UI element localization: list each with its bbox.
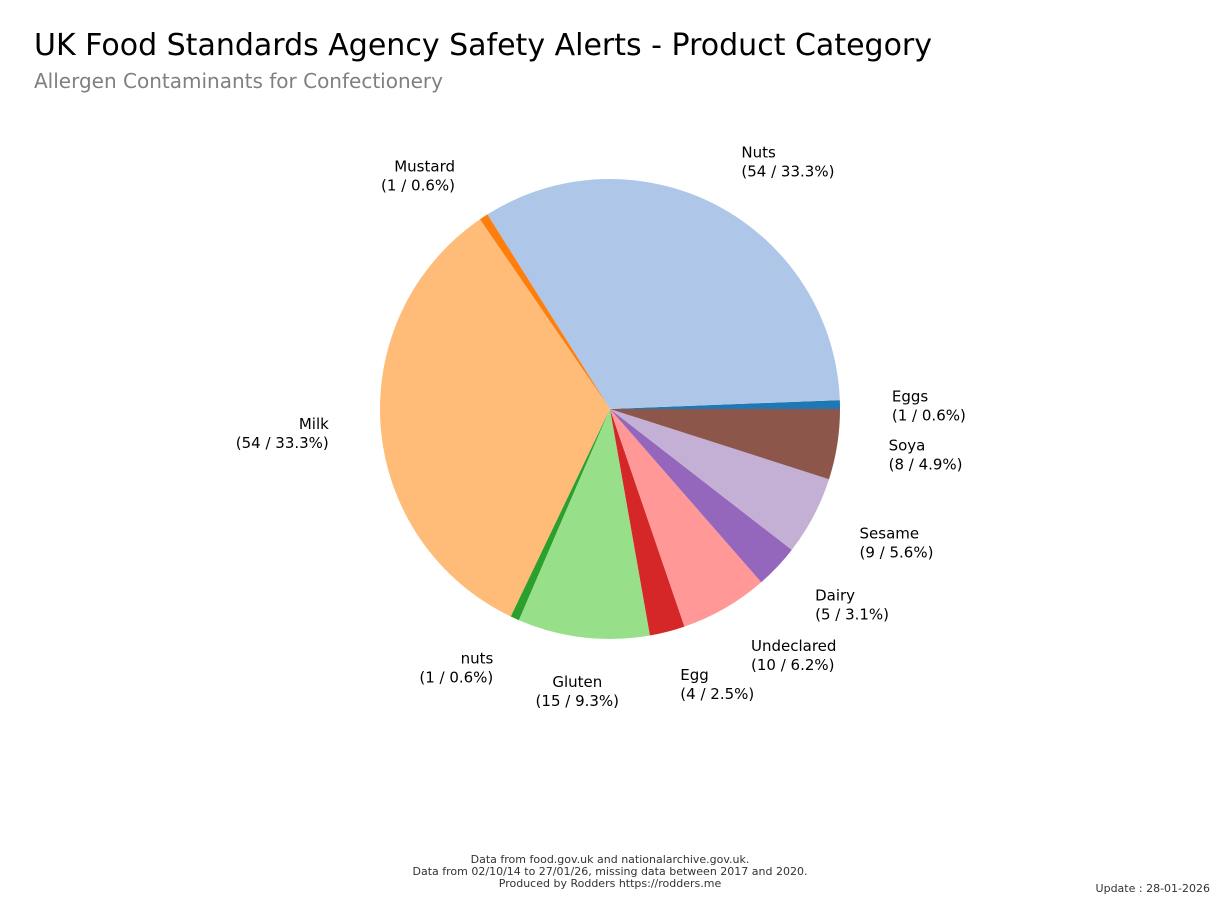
pie-label-eggs: Eggs (1 / 0.6%) xyxy=(892,388,966,425)
pie-slices xyxy=(379,178,840,640)
pie-label-milk: Milk (54 / 33.3%) xyxy=(236,415,329,452)
footer-line-credit: Produced by Rodders https://rodders.me xyxy=(498,877,722,890)
footer-line-range: Data from 02/10/14 to 27/01/26, missing … xyxy=(412,865,808,878)
pie-slice-undeclared xyxy=(610,409,762,627)
pie-label-gluten: Gluten (15 / 9.3%) xyxy=(536,673,620,710)
pie-slice-eggs xyxy=(610,400,840,409)
update-date: Update : 28-01-2026 xyxy=(1095,882,1210,895)
pie-labels: Eggs (1 / 0.6%)Nuts (54 / 33.3%)Mustard (1 … xyxy=(236,144,966,711)
footer-notes: Data from food.gov.uk and nationalarchiv… xyxy=(0,854,1220,890)
pie-label-name: Soya xyxy=(889,437,926,455)
pie-label-value: (15 / 9.3%) xyxy=(536,692,620,710)
pie-label-sesame: Sesame (9 / 5.6%) xyxy=(860,524,934,561)
pie-label-soya: Soya (8 / 4.9%) xyxy=(889,437,963,474)
pie-label-value: (54 / 33.3%) xyxy=(236,434,329,452)
pie-label-value: (54 / 33.3%) xyxy=(741,163,834,181)
pie-label-value: (1 / 0.6%) xyxy=(419,669,493,687)
pie-label-name: Dairy xyxy=(815,587,855,605)
pie-label-mustard: Mustard (1 / 0.6%) xyxy=(381,157,455,194)
pie-label-value: (1 / 0.6%) xyxy=(892,407,966,425)
pie-label-value: (9 / 5.6%) xyxy=(860,543,934,561)
pie-slice-sesame xyxy=(610,409,830,550)
pie-label-egg: Egg (4 / 2.5%) xyxy=(680,666,754,703)
pie-label-value: (10 / 6.2%) xyxy=(751,656,835,674)
pie-label-name: Undeclared xyxy=(751,637,836,655)
pie-label-value: (4 / 2.5%) xyxy=(680,685,754,703)
pie-label-name: Sesame xyxy=(860,524,920,542)
pie-slice-dairy xyxy=(610,409,792,583)
pie-label-nuts: nuts (1 / 0.6%) xyxy=(419,650,493,687)
pie-slice-soya xyxy=(610,409,840,480)
pie-slice-nuts xyxy=(487,178,840,409)
pie-label-dairy: Dairy (5 / 3.1%) xyxy=(815,587,889,624)
pie-slice-mustard xyxy=(479,214,610,409)
pie-slice-gluten xyxy=(518,409,650,640)
pie-label-undeclared: Undeclared (10 / 6.2%) xyxy=(751,637,836,674)
pie-label-value: (5 / 3.1%) xyxy=(815,606,889,624)
pie-label-nuts: Nuts (54 / 33.3%) xyxy=(741,144,834,181)
pie-slice-nuts xyxy=(510,409,610,621)
pie-label-name: nuts xyxy=(461,650,494,668)
pie-label-name: Egg xyxy=(680,666,709,684)
pie-label-value: (1 / 0.6%) xyxy=(381,176,455,194)
pie-label-name: Mustard xyxy=(394,157,455,175)
pie-label-value: (8 / 4.9%) xyxy=(889,456,963,474)
pie-label-name: Eggs xyxy=(892,388,929,406)
pie-label-name: Gluten xyxy=(552,673,602,691)
chart-title: UK Food Standards Agency Safety Alerts -… xyxy=(34,28,933,63)
pie-label-name: Milk xyxy=(299,415,329,433)
chart-subtitle: Allergen Contaminants for Confectionery xyxy=(34,69,443,93)
pie-slice-milk xyxy=(379,219,610,617)
footer-line-sources: Data from food.gov.uk and nationalarchiv… xyxy=(470,853,750,866)
pie-label-name: Nuts xyxy=(741,144,776,162)
pie-slice-egg xyxy=(610,409,685,636)
